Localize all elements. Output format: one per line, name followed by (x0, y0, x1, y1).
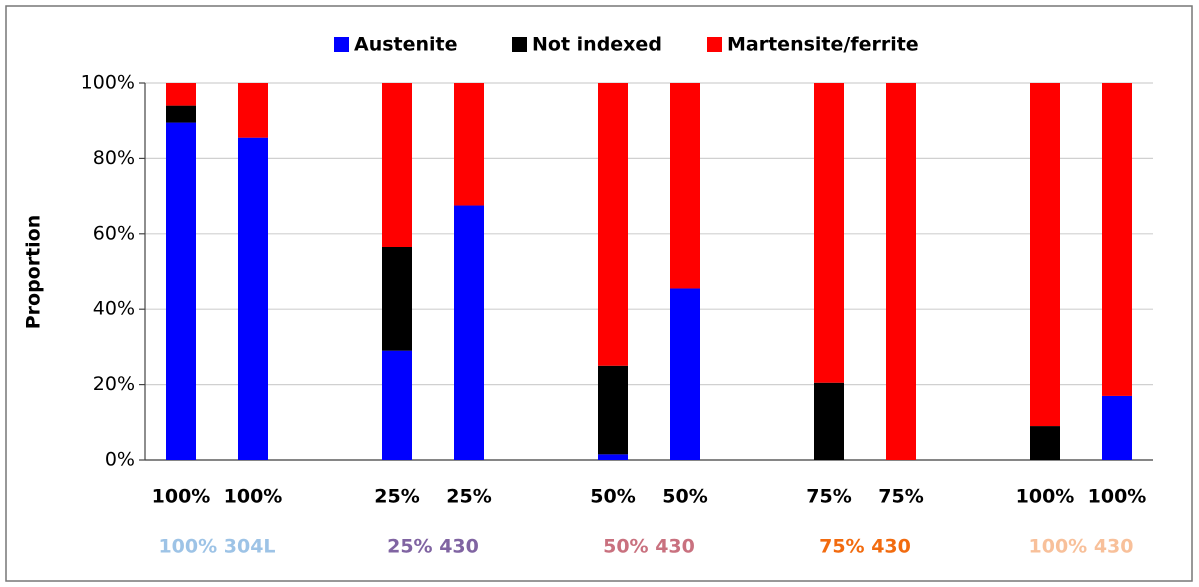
bar-segment (598, 365, 628, 455)
group-label: 100% 304L (158, 536, 275, 558)
bar-segment (454, 205, 484, 460)
x-tick-label: 100% (152, 486, 211, 508)
bar-segment (1030, 83, 1060, 427)
y-tick-label: 40% (93, 298, 135, 320)
group-label: 25% 430 (387, 536, 479, 558)
bar-segment (598, 454, 628, 460)
bar-segment (1030, 426, 1060, 460)
bar-segment (814, 83, 844, 383)
bar-segment (166, 105, 196, 123)
y-tick-label: 80% (93, 147, 135, 169)
y-tick-label: 100% (81, 72, 135, 94)
bar-segment (598, 83, 628, 366)
y-axis-title: Proportion (23, 215, 45, 330)
bar-segment (382, 83, 412, 247)
x-tick-label: 100% (224, 486, 283, 508)
bar-segment (166, 122, 196, 461)
bar-segment (166, 83, 196, 106)
legend-label: Not indexed (532, 34, 662, 56)
y-tick-label: 0% (105, 449, 135, 471)
x-tick-label: 100% (1016, 486, 1075, 508)
legend-swatch (334, 37, 349, 52)
bar-segment (238, 137, 268, 461)
legend-label: Martensite/ferrite (727, 34, 919, 56)
x-tick-label: 100% (1088, 486, 1147, 508)
bar-segment (886, 83, 916, 460)
legend-label: Austenite (354, 34, 458, 56)
bar-segment (382, 246, 412, 351)
bar-segment (454, 83, 484, 206)
x-tick-label: 50% (590, 486, 635, 508)
y-tick-label: 20% (93, 373, 135, 395)
group-label: 100% 430 (1029, 536, 1134, 558)
legend-swatch (512, 37, 527, 52)
x-tick-label: 50% (662, 486, 707, 508)
bar-segment (670, 288, 700, 460)
bar-segment (670, 83, 700, 289)
bar-segment (1102, 395, 1132, 460)
legend-swatch (707, 37, 722, 52)
x-tick-label: 75% (806, 486, 851, 508)
bar-segment (382, 350, 412, 460)
bar-segment (238, 83, 268, 138)
x-tick-label: 25% (374, 486, 419, 508)
group-label: 75% 430 (819, 536, 911, 558)
group-label: 50% 430 (603, 536, 695, 558)
y-tick-label: 60% (93, 222, 135, 244)
bar-segment (814, 382, 844, 460)
x-tick-label: 75% (878, 486, 923, 508)
x-tick-label: 25% (446, 486, 491, 508)
bar-segment (1102, 83, 1132, 396)
